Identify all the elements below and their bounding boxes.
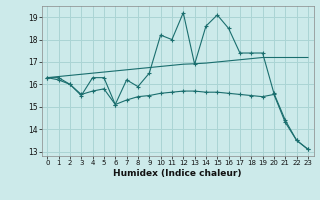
X-axis label: Humidex (Indice chaleur): Humidex (Indice chaleur) <box>113 169 242 178</box>
